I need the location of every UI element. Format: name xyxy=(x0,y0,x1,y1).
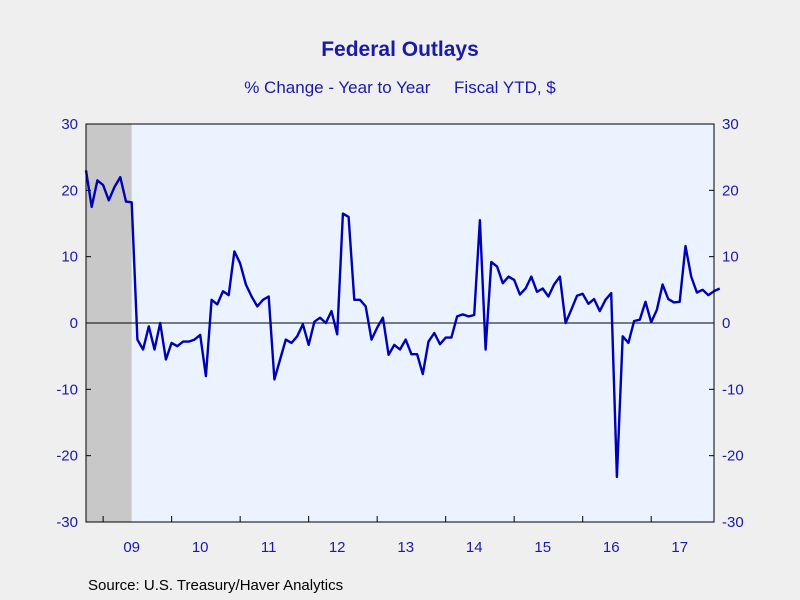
axis-labels: 30 30 20 20 10 10 0 0 -10 -10 -20 -20 -30 -30 09 10 11 12… xyxy=(56,116,743,556)
y-tick-label-left: 30 xyxy=(61,116,78,133)
x-tick-label: 14 xyxy=(466,539,483,556)
y-tick-label-right: -10 xyxy=(722,381,744,398)
y-tick-label-left: 20 xyxy=(61,182,78,199)
y-tick-label-right: 20 xyxy=(722,182,739,199)
y-tick-label-left: -10 xyxy=(56,381,78,398)
y-tick-label-left: 0 xyxy=(70,315,78,332)
y-tick-label-left: -30 xyxy=(56,514,78,531)
y-tick-label-right: -30 xyxy=(722,514,744,531)
plot-frame xyxy=(85,123,715,523)
x-tick-label: 13 xyxy=(397,539,414,556)
series-line-federal-outlays xyxy=(84,170,721,479)
y-tick-label-left: 10 xyxy=(61,249,78,266)
y-tick-label-right: 10 xyxy=(722,249,739,266)
x-tick-label: 09 xyxy=(123,539,140,556)
y-tick-label-right: 30 xyxy=(722,116,739,133)
x-tick-label: 11 xyxy=(261,539,277,556)
y-tick-label-left: -20 xyxy=(56,448,78,465)
x-tick-label: 17 xyxy=(671,539,688,556)
y-tick-label-right: 0 xyxy=(722,315,730,332)
x-tick-label: 10 xyxy=(192,539,209,556)
x-tick-label: 16 xyxy=(603,539,620,556)
x-tick-label: 12 xyxy=(329,539,346,556)
subtitle-basis: Fiscal YTD, $ xyxy=(454,78,556,97)
chart-title: Federal Outlays xyxy=(321,38,479,61)
subtitle-units: % Change - Year to Year xyxy=(244,78,431,97)
x-tick-label: 15 xyxy=(534,539,551,556)
y-tick-label-right: -20 xyxy=(722,448,744,465)
source-note: Source: U.S. Treasury/Haver Analytics xyxy=(88,577,344,594)
chart-subtitle: % Change - Year to Year Fiscal YTD, $ xyxy=(0,78,800,98)
